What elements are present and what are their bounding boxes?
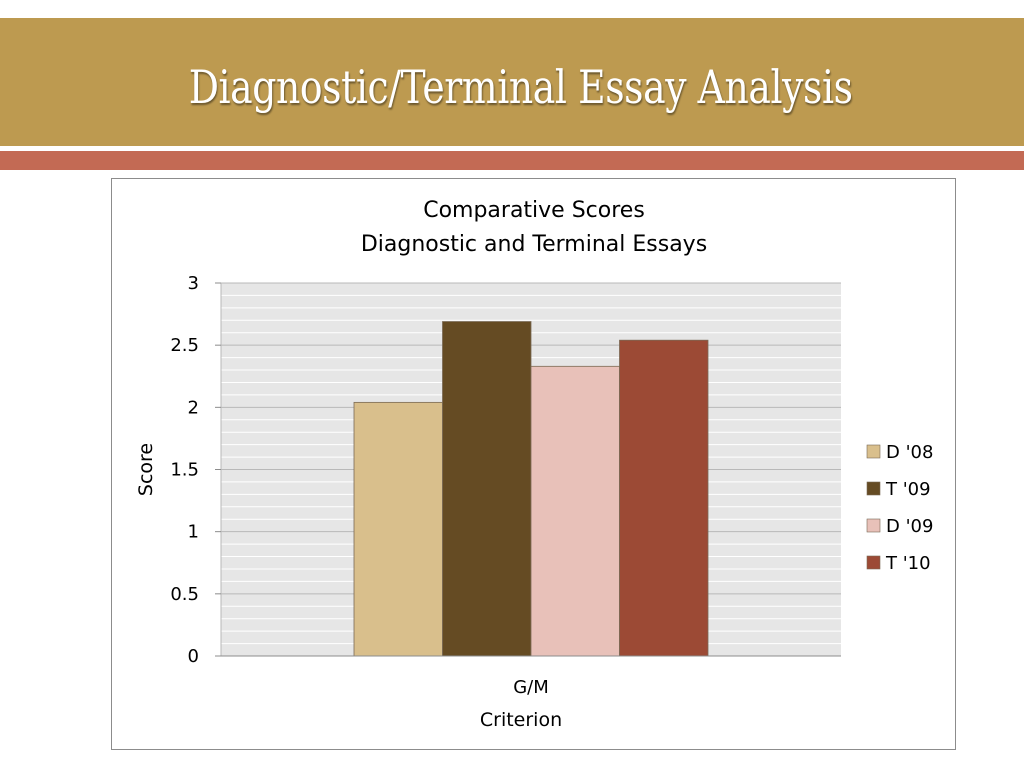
chart-frame: Comparative Scores Diagnostic and Termin…: [111, 178, 956, 750]
title-divider-thin: [0, 146, 1024, 150]
y-tick-label: 0.5: [170, 584, 199, 605]
chart-title-line-2: Diagnostic and Terminal Essays: [361, 232, 707, 257]
y-tick-label: 3: [188, 273, 199, 294]
bar-t-09: [442, 321, 532, 657]
legend-swatch: [866, 555, 881, 570]
bar-chart: Comparative Scores Diagnostic and Termin…: [135, 198, 933, 731]
y-tick-label: 2.5: [170, 335, 199, 356]
legend: D '08 T '09 D '09 T '10: [866, 442, 933, 574]
bar-d-08: [353, 401, 443, 657]
legend-label: T '10: [885, 553, 931, 574]
legend-swatch: [866, 444, 881, 459]
legend-swatch: [866, 518, 881, 533]
legend-swatch: [866, 481, 881, 496]
title-band: [0, 18, 1024, 146]
bars: [353, 321, 709, 657]
y-tick-label: 2: [188, 397, 199, 418]
y-tick-label: 1.5: [170, 460, 199, 481]
y-tick-label: 1: [188, 522, 199, 543]
chart-title-line-1: Comparative Scores: [423, 198, 645, 223]
legend-label: T '09: [885, 479, 931, 500]
bar-t-10: [619, 339, 709, 657]
y-tick-label: 0: [188, 646, 199, 667]
legend-label: D '09: [886, 516, 933, 537]
x-tick-label: G/M: [513, 677, 549, 698]
y-axis-ticks: 0 0.5 1 1.5 2 2.5 3: [170, 273, 222, 667]
bar-d-09: [530, 365, 620, 657]
legend-label: D '08: [886, 442, 933, 463]
x-axis-title: Criterion: [480, 709, 562, 731]
title-divider-bar: [0, 151, 1024, 170]
x-axis-ticks: G/M: [513, 677, 549, 698]
y-axis-title: Score: [135, 443, 157, 496]
slide-title: Diagnostic/Terminal Essay Analysis: [188, 60, 853, 114]
